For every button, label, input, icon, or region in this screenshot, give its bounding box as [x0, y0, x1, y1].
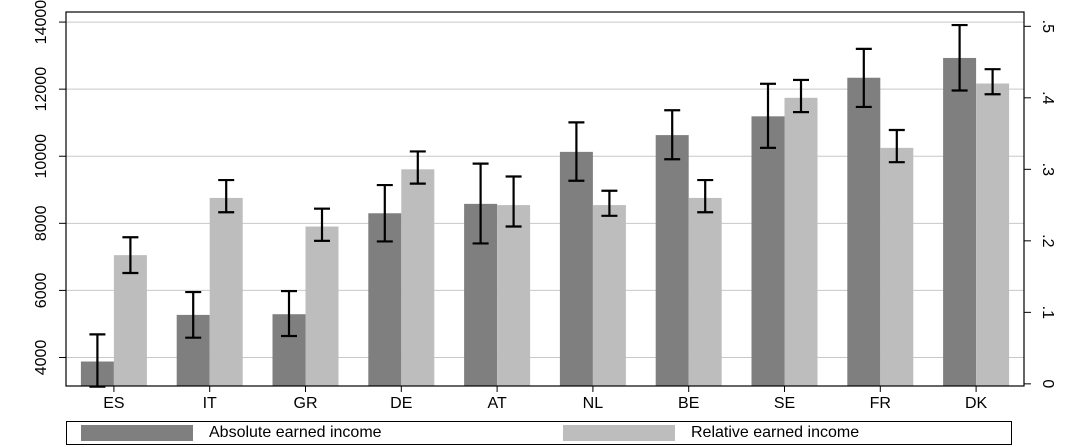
- bar-relative: [688, 197, 722, 386]
- x-tick-label: DK: [965, 395, 988, 412]
- y-right-tick-label: .4: [1039, 91, 1056, 104]
- x-tick-label: AT: [487, 395, 506, 412]
- legend-label-absolute: Absolute earned income: [209, 424, 382, 441]
- bar-relative: [784, 97, 818, 386]
- error-bars: [89, 23, 1001, 388]
- bar-absolute: [847, 77, 881, 386]
- x-tick-label: DE: [390, 395, 412, 412]
- y-left-tick-label: 8000: [33, 205, 50, 241]
- x-tick-label: BE: [678, 395, 699, 412]
- y-left-tick-label: 4000: [33, 340, 50, 376]
- x-tick-label: GR: [294, 395, 318, 412]
- y-left-tick-label: 12000: [33, 67, 50, 112]
- x-tick-label: FR: [870, 395, 891, 412]
- bar-relative: [976, 83, 1010, 387]
- y-right-tick-label: 0: [1039, 379, 1056, 388]
- bar-relative: [497, 205, 531, 386]
- bar-absolute: [655, 135, 689, 386]
- x-tick-label: ES: [103, 395, 124, 412]
- y-left-tick-label: 6000: [33, 273, 50, 309]
- y-right-tick-label: .2: [1039, 234, 1056, 247]
- legend-item-relative: Relative earned income: [563, 424, 860, 441]
- bars: [80, 57, 1010, 387]
- bar-relative: [305, 226, 339, 386]
- y-right-tick-label: .1: [1039, 306, 1056, 319]
- bar-absolute: [943, 57, 977, 386]
- legend-item-absolute: Absolute earned income: [81, 424, 382, 441]
- x-tick-label: NL: [583, 395, 604, 412]
- y-right-tick-label: .5: [1039, 20, 1056, 33]
- legend-swatch-absolute: [81, 425, 193, 441]
- bar-relative: [592, 205, 626, 386]
- bar-relative: [113, 255, 147, 386]
- bar-relative: [880, 147, 914, 386]
- legend: Absolute earned income Relative earned i…: [66, 421, 1012, 445]
- y-left-tick-label: 10000: [33, 134, 50, 179]
- grouped-bar-chart: 4000 6000 8000 10000 12000 14000 0 .1 .2 .3 .4 .5 ES…: [33, 0, 1056, 412]
- y-right-tick-label: .3: [1039, 163, 1056, 176]
- legend-label-relative: Relative earned income: [691, 424, 860, 441]
- bar-absolute: [751, 116, 785, 386]
- plot-frame: [65, 11, 1025, 387]
- x-tick-label: IT: [203, 395, 217, 412]
- bar-absolute: [559, 151, 593, 386]
- legend-swatch-relative: [563, 425, 675, 441]
- axes: 4000 6000 8000 10000 12000 14000 0 .1 .2 .3 .4 .5 ES…: [33, 0, 1056, 412]
- y-left-tick-label: 14000: [33, 0, 50, 44]
- bar-relative: [401, 169, 435, 386]
- bar-relative: [209, 197, 243, 386]
- x-tick-label: SE: [774, 395, 795, 412]
